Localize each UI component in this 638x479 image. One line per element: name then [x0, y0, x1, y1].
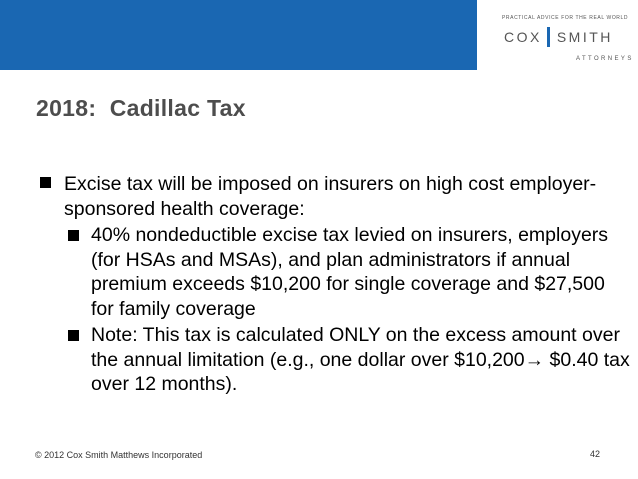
- header-banner: [0, 0, 477, 70]
- square-bullet-icon: [40, 177, 51, 188]
- logo-subtitle: ATTORNEYS: [576, 56, 634, 62]
- bullet-text: Excise tax will be imposed on insurers o…: [64, 173, 597, 220]
- bullet-level1: Excise tax will be imposed on insurers o…: [40, 172, 630, 221]
- logo-name-right: SMITH: [556, 29, 613, 45]
- page-number: 42: [590, 449, 601, 459]
- square-bullet-icon: [68, 330, 79, 341]
- logo-wordmark: COX SMITH: [504, 27, 613, 47]
- right-arrow-icon: →: [524, 348, 545, 371]
- logo-tagline: PRACTICAL ADVICE FOR THE REAL WORLD: [502, 15, 629, 21]
- footer-copyright: © 2012 Cox Smith Matthews Incorporated: [35, 450, 203, 460]
- bullet-level2: 40% nondeductible excise tax levied on i…: [68, 223, 630, 321]
- slide-content: Excise tax will be imposed on insurers o…: [40, 172, 630, 397]
- bullet-level2: Note: This tax is calculated ONLY on the…: [68, 323, 630, 397]
- bullet-text-before: Note: This tax is calculated ONLY on the…: [91, 324, 620, 371]
- bullet-text-after: $0.40 tax over 12 months).: [91, 348, 630, 396]
- square-bullet-icon: [68, 230, 79, 241]
- logo-name-left: COX: [504, 29, 542, 45]
- cox-smith-logo: PRACTICAL ADVICE FOR THE REAL WORLD COX …: [478, 0, 638, 75]
- bullet-text: 40% nondeductible excise tax levied on i…: [91, 224, 609, 320]
- logo-divider: [546, 27, 550, 47]
- slide-title: 2018: Cadillac Tax: [36, 95, 246, 121]
